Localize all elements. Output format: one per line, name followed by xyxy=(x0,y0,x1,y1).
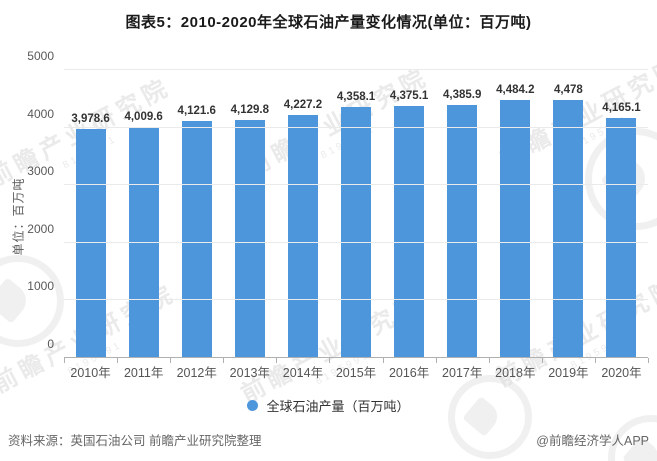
bar-value-label: 4,009.6 xyxy=(124,111,163,124)
y-tick-label: 4000 xyxy=(27,106,54,121)
bar xyxy=(181,120,212,358)
bar-column: 4,358.1 xyxy=(329,70,382,358)
y-tick-label: 0 xyxy=(47,337,54,351)
bar-column: 4,227.2 xyxy=(276,70,329,358)
bar-column: 4,385.9 xyxy=(436,70,489,358)
bar xyxy=(234,120,265,358)
x-axis-line xyxy=(64,357,648,358)
x-tick xyxy=(223,358,225,363)
x-tick-label: 2017年 xyxy=(442,366,483,380)
bar-column: 4,129.8 xyxy=(223,70,276,358)
x-tick-label: 2018年 xyxy=(495,366,536,380)
bar xyxy=(447,105,478,358)
bar xyxy=(341,106,372,358)
x-tick-label: 2020年 xyxy=(601,366,642,380)
x-tick-label: 2013年 xyxy=(229,366,270,380)
y-tick-label: 2000 xyxy=(27,221,54,236)
x-tick xyxy=(382,358,384,363)
x-tick-label: 2011年 xyxy=(123,366,164,380)
gridline xyxy=(64,69,648,70)
bar xyxy=(553,100,584,358)
bar-value-label: 4,129.8 xyxy=(230,104,270,117)
x-tick xyxy=(276,358,278,363)
x-tick xyxy=(488,358,490,363)
x-tick xyxy=(648,358,649,363)
y-tick-label: 1000 xyxy=(27,279,54,294)
x-tick-label: 2010年 xyxy=(70,366,111,380)
x-tick-label: 2019年 xyxy=(548,366,589,380)
legend-dot-icon xyxy=(247,400,259,411)
qianzhan-logo-watermark-icon xyxy=(0,255,64,347)
y-axis-title: 单位：百万吨 xyxy=(11,177,26,256)
bar-column: 4,009.6 xyxy=(117,70,170,358)
gridline xyxy=(64,299,648,301)
x-tick xyxy=(594,358,596,363)
x-tick xyxy=(541,358,543,363)
bar-value-label: 4,484.2 xyxy=(496,83,535,96)
x-axis-labels: 2010年 2011年 2012年 2013年 2014年 2015年 2016年 2017年… xyxy=(64,362,648,381)
bar-value-label: 4,478 xyxy=(554,84,583,97)
x-tick-label: 2015年 xyxy=(335,366,377,380)
x-tick xyxy=(329,358,331,363)
legend: 全球石油产量（百万吨） xyxy=(0,396,657,415)
bar-value-label: 4,358.1 xyxy=(336,90,376,103)
x-tick xyxy=(64,358,65,363)
bars: 3,978.6 4,009.6 4,121.6 4,129.8 4,227.2 4,358… xyxy=(64,70,648,358)
x-tick xyxy=(170,358,172,363)
legend-label: 全球石油产量（百万吨） xyxy=(266,399,410,414)
bar-column: 4,484.2 xyxy=(489,70,542,358)
x-tick xyxy=(435,358,437,363)
bar xyxy=(606,118,637,358)
bar-column: 4,165.1 xyxy=(595,70,648,358)
bar-column: 4,121.6 xyxy=(170,70,223,358)
source-note: 资料来源：英国石油公司 前瞻产业研究院整理 xyxy=(8,434,262,448)
bar xyxy=(500,99,531,358)
bar-column: 4,478 xyxy=(542,70,595,358)
bar-value-label: 4,165.1 xyxy=(602,102,641,115)
bar-value-label: 4,375.1 xyxy=(389,90,429,102)
bar xyxy=(394,106,425,358)
x-tick-label: 2016年 xyxy=(388,366,430,380)
y-tick-label: 5000 xyxy=(27,49,54,63)
bar-column: 4,375.1 xyxy=(383,70,436,358)
bar-value-label: 4,227.2 xyxy=(283,98,323,111)
gridline xyxy=(64,184,648,186)
x-tick-label: 2012年 xyxy=(176,366,217,380)
bar-value-label: 3,978.6 xyxy=(71,112,110,125)
bar xyxy=(75,128,106,358)
footer: 资料来源：英国石油公司 前瞻产业研究院整理 @前瞻经济学人APP xyxy=(8,430,649,449)
bar-column: 3,978.6 xyxy=(64,70,117,358)
plot-area: 3,978.6 4,009.6 4,121.6 4,129.8 4,227.2 4,358… xyxy=(27,49,649,363)
y-tick-label: 3000 xyxy=(27,164,54,179)
bar xyxy=(287,114,318,358)
x-tick xyxy=(117,358,119,363)
credit-note: @前瞻经济学人APP xyxy=(536,434,649,448)
x-tick-label: 2014年 xyxy=(282,366,324,380)
x-axis-ticks xyxy=(64,358,649,363)
bar-value-label: 4,121.6 xyxy=(177,104,216,117)
bar-value-label: 4,385.9 xyxy=(443,89,482,102)
gridline xyxy=(64,126,648,128)
gridline xyxy=(64,241,648,243)
chart-title: 图表5：2010-2020年全球石油产量变化情况(单位：百万吨) xyxy=(125,14,532,31)
